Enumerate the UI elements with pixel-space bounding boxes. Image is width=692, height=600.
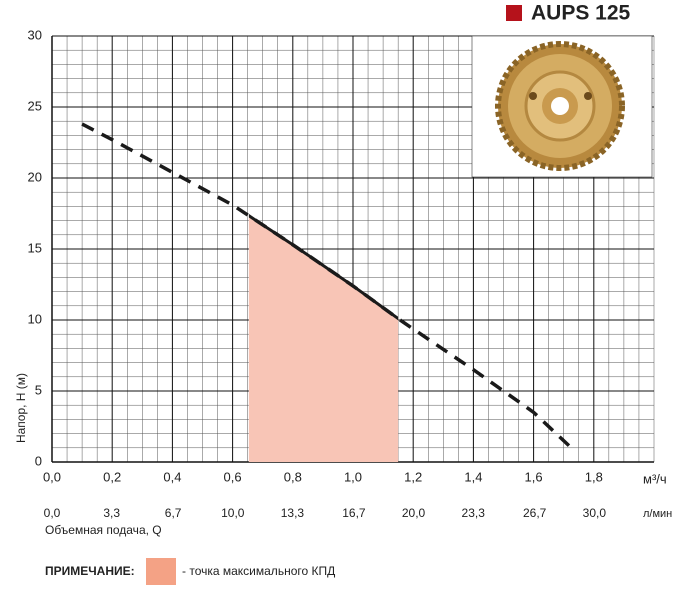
x-unit: м³/ч [643,471,667,486]
x2-tick-label: 3,3 [103,506,120,520]
x2-tick-label: 6,7 [165,506,182,520]
y-tick-label: 15 [28,240,42,255]
note-swatch [146,558,176,585]
x2-tick-label: 23,3 [462,506,486,520]
y-tick-label: 20 [28,169,42,184]
plot [81,122,571,462]
x-tick-label: 0,4 [163,469,181,484]
x2-tick-label: 30,0 [583,506,607,520]
x2-tick-label: 20,0 [402,506,426,520]
title-marker [506,5,522,21]
x2-tick-label: 10,0 [221,506,245,520]
x-tick-label: 1,2 [404,469,422,484]
x2-tick-label: 0,0 [44,506,61,520]
y-tick-label: 10 [28,311,42,326]
efficiency-zone [248,215,399,462]
impeller-photo [471,35,653,178]
x2-unit: л/мин [643,508,672,520]
x-axis-title: Объемная подача, Q [45,523,162,537]
x-tick-label: 0,8 [284,469,302,484]
note-label: ПРИМЕЧАНИЕ: [45,564,135,578]
y-tick-label: 0 [35,453,42,468]
x-tick-label: 0,0 [43,469,61,484]
chart-title: AUPS 125 [531,2,631,25]
x-tick-label: 0,6 [224,469,242,484]
x-tick-label: 1,6 [525,469,543,484]
y-axis-title: Напор, Н (м) [14,373,28,443]
x2-tick-label: 16,7 [342,506,366,520]
x-tick-label: 1,8 [585,469,603,484]
x-tick-label: 0,2 [103,469,121,484]
x-tick-label: 1,0 [344,469,362,484]
curve-solid [248,213,399,321]
curve-dashed [81,122,571,448]
x2-tick-label: 13,3 [281,506,305,520]
y-tick-label: 5 [35,382,42,397]
x-tick-label: 1,4 [464,469,482,484]
x2-tick-label: 26,7 [523,506,547,520]
note-text: - точка максимального КПД [182,564,335,578]
y-tick-label: 25 [28,98,42,113]
y-tick-label: 30 [28,27,42,42]
